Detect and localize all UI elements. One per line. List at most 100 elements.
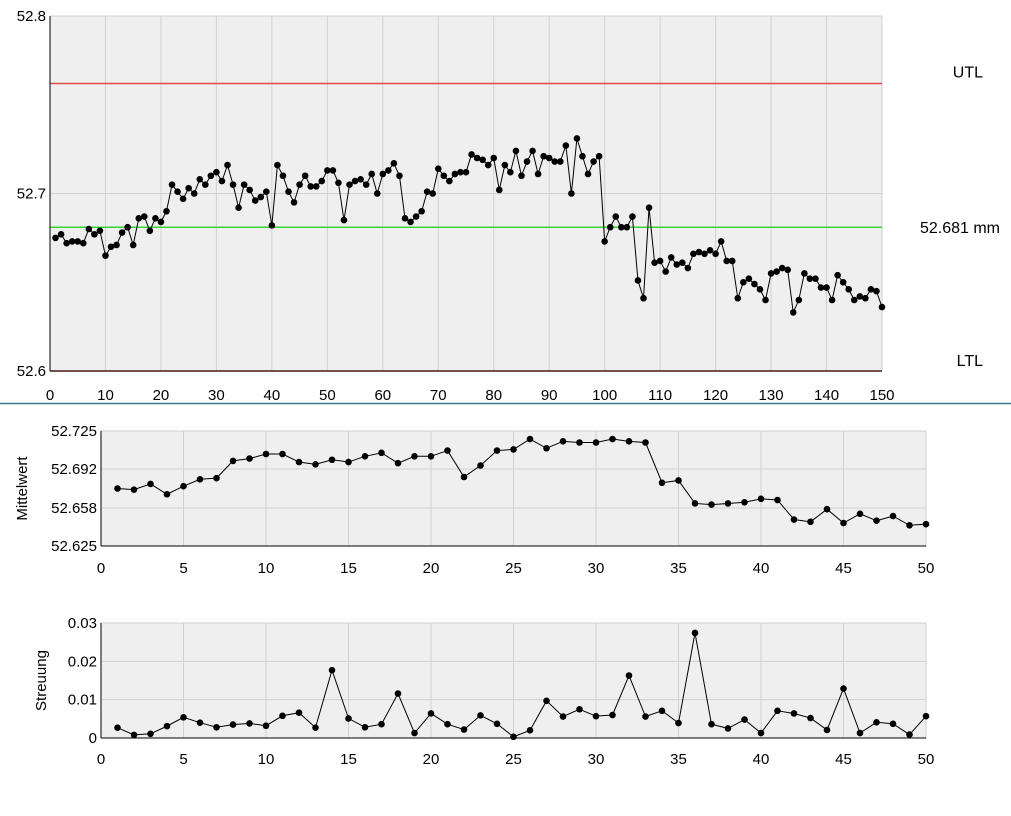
x-tick-label: 140 bbox=[814, 387, 839, 404]
data-point bbox=[185, 184, 192, 192]
x-tick-label: 45 bbox=[835, 560, 852, 577]
data-point bbox=[507, 168, 514, 176]
data-point bbox=[784, 266, 792, 274]
data-point bbox=[618, 223, 625, 231]
data-point bbox=[329, 167, 337, 174]
data-point bbox=[807, 714, 814, 722]
data-point bbox=[867, 286, 875, 293]
data-point bbox=[163, 490, 171, 498]
data-point bbox=[756, 286, 764, 293]
data-point bbox=[407, 218, 414, 226]
data-point bbox=[460, 473, 468, 481]
data-point bbox=[484, 161, 492, 169]
data-point bbox=[495, 186, 503, 194]
data-point bbox=[218, 177, 226, 185]
data-point bbox=[673, 261, 681, 268]
data-point bbox=[361, 723, 369, 731]
data-point bbox=[361, 453, 369, 460]
spread-chart: 0 5 10 15 20 25 30 35 40 45 50 0 0.01 0.02 0.03 Streuun… bbox=[33, 615, 934, 768]
data-point bbox=[411, 453, 418, 460]
data-point bbox=[801, 270, 808, 277]
data-point bbox=[202, 181, 209, 188]
data-point bbox=[873, 517, 880, 524]
data-point bbox=[873, 287, 880, 295]
data-point bbox=[773, 268, 780, 275]
data-point bbox=[345, 715, 352, 722]
data-point bbox=[609, 711, 616, 719]
data-point bbox=[606, 223, 614, 231]
x-tick-label: 20 bbox=[423, 751, 440, 768]
x-tick-label: 60 bbox=[374, 387, 391, 404]
data-point bbox=[609, 435, 616, 443]
data-point bbox=[551, 158, 559, 165]
y-tick-label: 52.658 bbox=[51, 500, 97, 517]
x-tick-label: 0 bbox=[97, 751, 105, 768]
data-point bbox=[543, 444, 550, 452]
data-point bbox=[279, 712, 286, 720]
x-tick-label: 130 bbox=[759, 387, 784, 404]
data-point bbox=[526, 435, 534, 443]
data-point bbox=[625, 438, 633, 445]
data-point bbox=[335, 179, 342, 187]
data-point bbox=[279, 172, 287, 180]
data-point bbox=[640, 294, 647, 302]
data-point bbox=[295, 458, 303, 466]
data-point bbox=[251, 197, 259, 204]
data-point bbox=[262, 722, 270, 730]
data-point bbox=[568, 190, 575, 197]
data-point bbox=[412, 213, 420, 220]
data-point bbox=[235, 204, 242, 211]
data-point bbox=[534, 170, 542, 178]
data-point bbox=[906, 731, 913, 738]
x-tick-label: 20 bbox=[153, 387, 170, 404]
data-point bbox=[807, 518, 814, 526]
data-point bbox=[634, 277, 642, 284]
data-point bbox=[479, 156, 486, 164]
data-point bbox=[378, 720, 385, 728]
data-point bbox=[113, 241, 120, 249]
data-point bbox=[490, 154, 498, 162]
data-point bbox=[823, 726, 831, 734]
y-axis-label: Mittelwert bbox=[14, 456, 31, 521]
data-point bbox=[695, 248, 703, 256]
data-point bbox=[493, 447, 501, 454]
data-point bbox=[385, 167, 392, 174]
data-point bbox=[96, 227, 104, 235]
x-tick-label: 20 bbox=[423, 560, 440, 577]
data-point bbox=[510, 733, 517, 741]
x-tick-label: 30 bbox=[588, 560, 605, 577]
data-point bbox=[213, 474, 220, 482]
data-point bbox=[163, 207, 170, 215]
data-point bbox=[427, 710, 435, 717]
data-point bbox=[559, 438, 567, 445]
data-point bbox=[856, 729, 864, 737]
data-point bbox=[477, 712, 484, 719]
x-tick-label: 150 bbox=[869, 387, 894, 404]
data-point bbox=[562, 142, 570, 149]
x-tick-label: 35 bbox=[670, 751, 687, 768]
data-point bbox=[129, 241, 137, 249]
data-point bbox=[728, 257, 736, 265]
data-point bbox=[312, 183, 320, 190]
data-point bbox=[401, 215, 409, 222]
data-point bbox=[168, 181, 176, 188]
data-point bbox=[79, 239, 87, 247]
y-axis-label: Streuung bbox=[33, 650, 50, 711]
data-point bbox=[307, 183, 314, 190]
data-point bbox=[444, 447, 451, 454]
data-point bbox=[584, 170, 592, 178]
data-point bbox=[394, 690, 402, 697]
data-point bbox=[658, 707, 666, 715]
data-point bbox=[724, 725, 732, 732]
data-point bbox=[446, 177, 453, 185]
data-point bbox=[493, 720, 501, 728]
data-point bbox=[834, 271, 841, 279]
data-point bbox=[839, 278, 847, 286]
data-point bbox=[512, 147, 520, 155]
data-point bbox=[107, 243, 115, 251]
data-point bbox=[196, 719, 204, 726]
data-point bbox=[889, 720, 897, 728]
data-point bbox=[556, 158, 564, 165]
reference-label-ltl: LTL bbox=[957, 353, 983, 370]
y-tick-label: 52.7 bbox=[17, 186, 46, 203]
